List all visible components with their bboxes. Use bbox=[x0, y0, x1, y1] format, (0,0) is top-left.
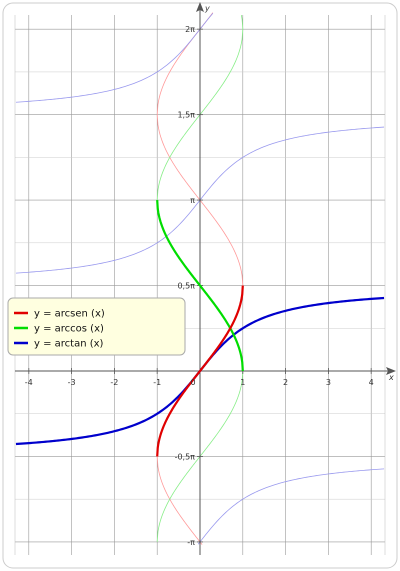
y-axis-arrow bbox=[196, 2, 204, 12]
axes bbox=[15, 2, 396, 555]
y-axis-label: y bbox=[204, 4, 210, 13]
legend: y = arcsen (x) y = arccos (x) y = arctan (… bbox=[7, 297, 186, 356]
legend-label: y = arcsen (x) bbox=[34, 309, 105, 320]
y-tick-label: -π bbox=[187, 538, 195, 547]
x-axis-label: x bbox=[388, 373, 394, 382]
arccos-principal-line bbox=[156, 200, 244, 372]
legend-items: y = arcsen (x) y = arccos (x) y = arctan (… bbox=[14, 309, 105, 350]
y-tick-label: 0,5π bbox=[177, 282, 195, 291]
legend-label: y = arccos (x) bbox=[34, 324, 104, 335]
y-tick-label: -0,5π bbox=[175, 452, 196, 461]
principal-branches bbox=[15, 200, 385, 457]
x-tick-label: -3 bbox=[68, 378, 76, 387]
arctan-faint-branch bbox=[15, 13, 214, 103]
arcsin-faint-branch bbox=[156, 456, 203, 545]
x-tick-label: -4 bbox=[25, 378, 33, 387]
arccos-faint-branch bbox=[240, 15, 244, 30]
x-axis-arrow bbox=[386, 367, 396, 375]
x-tick-label: 3 bbox=[326, 378, 331, 387]
x-tick-label: 4 bbox=[369, 378, 374, 387]
tick-labels: -4 -3 -2 -1 0 1 2 3 4 -π -0,5π 0,5π π 1,5π 2π bbox=[25, 25, 374, 547]
y-tick-label: 1,5π bbox=[177, 111, 195, 120]
x-tick-label: 0 bbox=[190, 378, 195, 387]
arctan-faint-branch bbox=[197, 468, 385, 545]
arcsin-principal-line bbox=[156, 285, 244, 457]
x-tick-label: -2 bbox=[110, 378, 118, 387]
x-tick-label: 1 bbox=[240, 378, 245, 387]
y-tick-label: 2π bbox=[185, 25, 195, 34]
legend-box bbox=[7, 297, 186, 356]
x-tick-label: -1 bbox=[153, 378, 161, 387]
y-tick-label: π bbox=[190, 196, 195, 205]
legend-label: y = arctan (x) bbox=[34, 339, 104, 350]
x-tick-label: 2 bbox=[283, 378, 288, 387]
